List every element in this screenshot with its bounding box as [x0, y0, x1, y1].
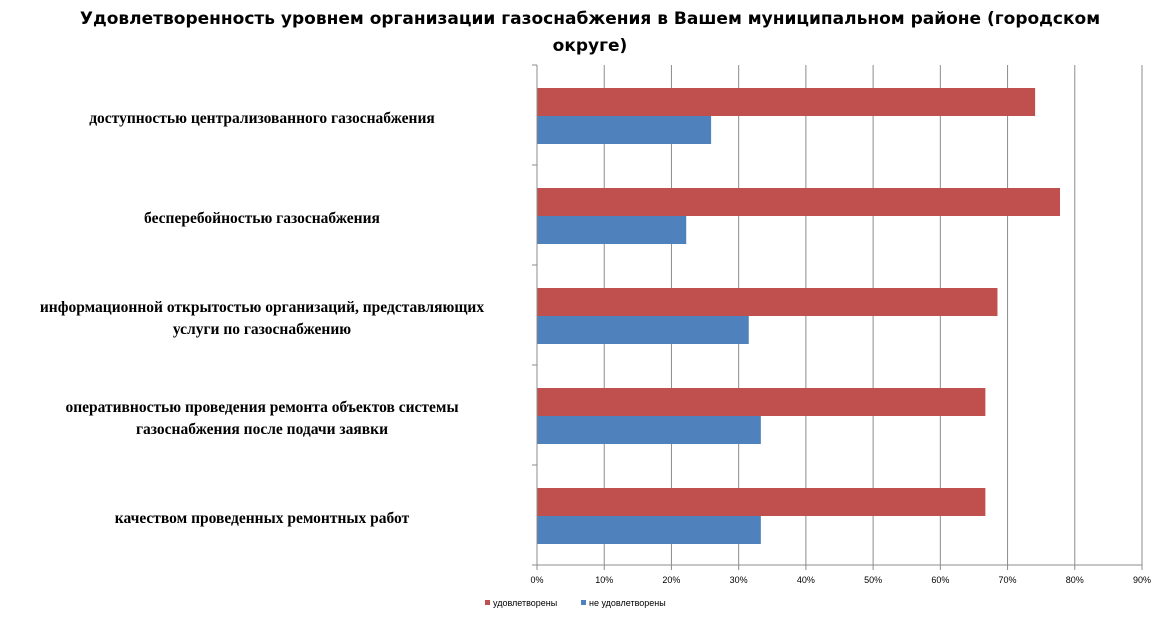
bar: [537, 116, 712, 144]
x-tick-label: 60%: [931, 575, 949, 585]
bar: [537, 288, 998, 316]
bars: [537, 88, 1060, 544]
legend-swatch: [581, 600, 586, 605]
legend-label: не удовлетворены: [589, 598, 666, 608]
chart-title: Удовлетворенность уровнем организации га…: [79, 9, 1101, 56]
bar: [537, 88, 1036, 116]
legend: удовлетворены не удовлетворены: [485, 598, 666, 608]
bar: [537, 488, 986, 516]
x-tick-label: 10%: [595, 575, 613, 585]
x-tick-label: 0%: [530, 575, 543, 585]
x-tick-label: 90%: [1133, 575, 1151, 585]
category-label: информационной открытостью организаций, …: [40, 299, 484, 338]
x-tick-label: 70%: [999, 575, 1017, 585]
bar: [537, 316, 749, 344]
bar: [537, 188, 1060, 216]
category-label: качеством проведенных ремонтных работ: [115, 510, 410, 527]
category-label: бесперебойностью газоснабжения: [144, 210, 380, 227]
axes: [532, 64, 1143, 570]
category-label: оперативностью проведения ремонта объект…: [65, 399, 458, 438]
x-tick-label: 80%: [1066, 575, 1084, 585]
gridlines: [603, 65, 1143, 565]
x-tick-label: 50%: [864, 575, 882, 585]
legend-swatch: [485, 600, 490, 605]
x-tick-label: 40%: [797, 575, 815, 585]
x-tick-labels: 0% 10% 20% 30% 40% 50% 60% 70% 80% 90%: [530, 575, 1151, 585]
bar: [537, 516, 761, 544]
x-tick-label: 20%: [662, 575, 680, 585]
bar: [537, 388, 986, 416]
category-label: доступностью централизованного газоснабж…: [89, 110, 435, 127]
bar: [537, 216, 687, 244]
legend-label: удовлетворены: [493, 598, 557, 608]
x-tick-label: 30%: [730, 575, 748, 585]
bar: [537, 416, 761, 444]
category-labels: доступностью централизованного газоснабж…: [40, 110, 484, 527]
